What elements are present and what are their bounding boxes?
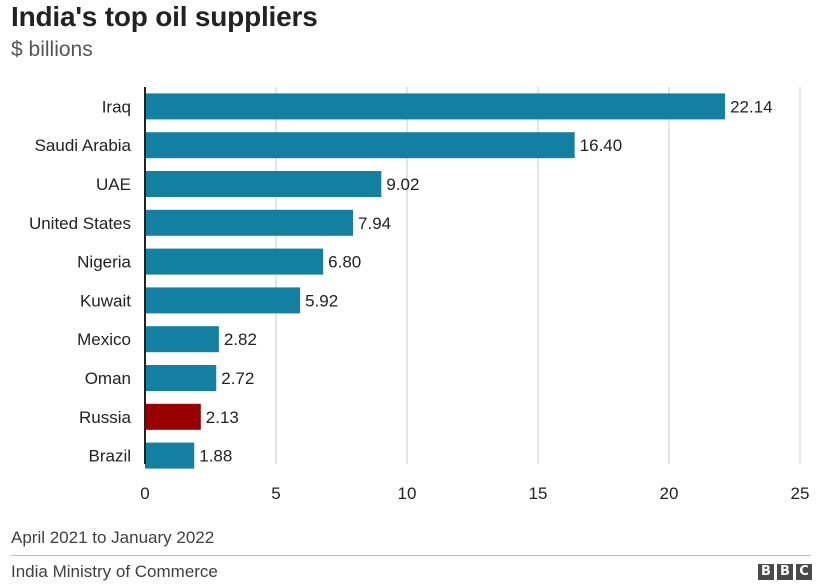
bar — [145, 442, 195, 469]
bbc-logo-letter: B — [758, 564, 774, 580]
category-label: UAE — [96, 175, 131, 194]
x-tick-label: 25 — [791, 484, 810, 503]
bar — [145, 132, 575, 159]
value-label: 2.13 — [206, 408, 239, 427]
bar — [145, 93, 726, 120]
chart-title: India's top oil suppliers — [11, 1, 318, 32]
date-range-note: April 2021 to January 2022 — [11, 528, 215, 547]
x-tick-label: 15 — [529, 484, 548, 503]
value-label: 7.94 — [358, 214, 391, 233]
bar-chart: Iraq Saudi Arabia UAE United States Nigeria K… — [29, 87, 809, 503]
category-label: Brazil — [88, 447, 131, 466]
bar — [145, 403, 201, 430]
x-tick-label: 0 — [140, 484, 149, 503]
category-label: Nigeria — [77, 253, 131, 272]
value-label: 1.88 — [199, 447, 232, 466]
value-label: 22.14 — [730, 97, 773, 116]
value-labels: 22.14 16.40 9.02 7.94 6.80 5.92 2.82 2.72 2.13 1.… — [199, 97, 772, 465]
bbc-logo-letter: B — [777, 564, 793, 580]
category-label: Russia — [79, 408, 132, 427]
x-tick-label: 10 — [398, 484, 417, 503]
value-label: 6.80 — [328, 253, 361, 272]
bbc-logo: B B C — [758, 564, 812, 580]
category-label: Iraq — [102, 97, 131, 116]
bbc-logo-letter: C — [796, 564, 812, 580]
value-label: 9.02 — [386, 175, 419, 194]
value-label: 5.92 — [305, 291, 338, 310]
value-label: 2.82 — [224, 330, 257, 349]
category-labels: Iraq Saudi Arabia UAE United States Nigeria K… — [29, 97, 132, 465]
x-tick-label: 20 — [660, 484, 679, 503]
chart-subtitle: $ billions — [11, 38, 93, 61]
category-label: Mexico — [77, 330, 131, 349]
x-tick-label: 5 — [271, 484, 280, 503]
x-axis-ticks: 0 5 10 15 20 25 — [140, 484, 809, 503]
category-label: Saudi Arabia — [35, 136, 132, 155]
footer-divider — [11, 555, 811, 556]
bar — [145, 248, 324, 275]
value-label: 2.72 — [221, 369, 254, 388]
bars — [145, 93, 726, 469]
bar — [145, 171, 382, 197]
category-label: Oman — [85, 369, 131, 388]
bar — [145, 287, 301, 314]
bar — [145, 365, 217, 391]
category-label: United States — [29, 214, 131, 233]
category-label: Kuwait — [80, 291, 131, 310]
source-credit: India Ministry of Commerce — [11, 562, 218, 581]
bar — [145, 326, 219, 353]
value-label: 16.40 — [580, 136, 623, 155]
bar — [145, 209, 354, 236]
